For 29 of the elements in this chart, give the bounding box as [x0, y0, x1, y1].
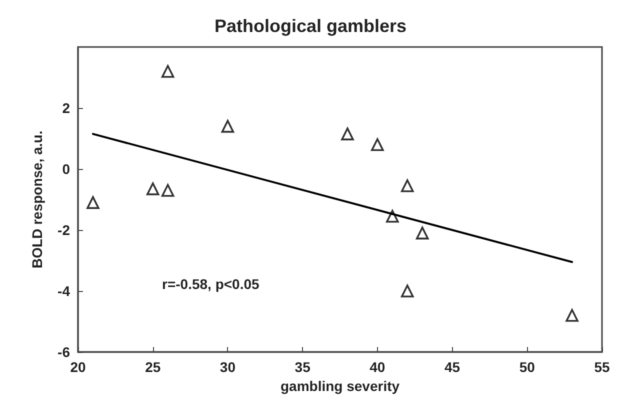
x-tick-label: 30: [220, 359, 236, 375]
x-tick-label: 50: [519, 359, 536, 375]
point: [416, 226, 429, 240]
point: [86, 196, 100, 209]
x-tick-label: 45: [444, 359, 460, 375]
point: [161, 184, 174, 197]
x-tick-label: 20: [70, 359, 86, 375]
point: [161, 65, 174, 78]
point: [341, 128, 354, 140]
y-tick-label: 0: [62, 161, 70, 177]
y-tick-label: -2: [58, 222, 70, 238]
y-axis-title: BOLD response, a.u.: [29, 130, 45, 268]
x-tick-label: 55: [594, 359, 610, 375]
y-tick-label: -6: [58, 344, 70, 360]
x-tick-label: 35: [294, 359, 311, 375]
x-tick-label: 25: [145, 359, 161, 375]
point: [146, 182, 160, 196]
x-axis-title: gambling severity: [280, 378, 400, 394]
point: [400, 284, 414, 298]
point: [221, 120, 234, 133]
chart-title: Pathological gamblers: [214, 16, 407, 36]
point: [400, 179, 414, 192]
point: [386, 210, 399, 223]
point: [566, 309, 578, 322]
x-tick-label: 40: [370, 359, 386, 375]
point: [371, 138, 384, 151]
y-tick-label: 2: [62, 100, 70, 116]
y-tick-label: -4: [58, 283, 70, 299]
annotation: r=-0.58, p<0.05: [162, 276, 260, 292]
